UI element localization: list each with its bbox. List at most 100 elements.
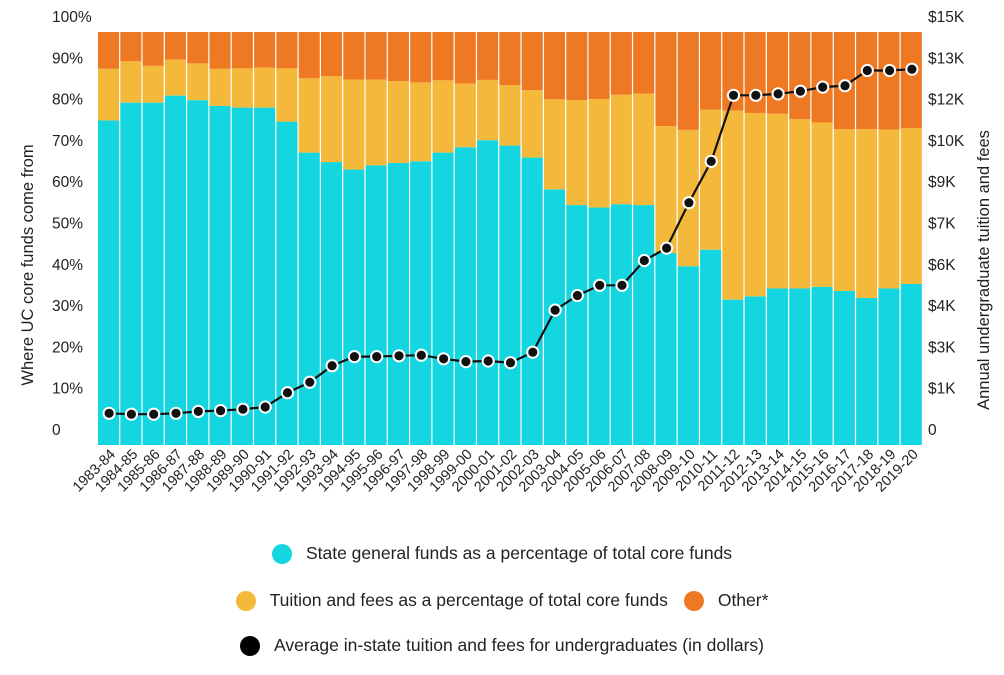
bar-tuition-share-1985-86: [142, 65, 164, 103]
legend-row-2: Tuition and fees as a percentage of tota…: [0, 590, 1004, 611]
bar-other-1999-00: [454, 32, 476, 84]
avg-tuition-point-2007-08: [637, 253, 651, 268]
bar-tuition-share-1991-92: [276, 68, 298, 122]
bar-tuition-share-2010-11: [700, 109, 722, 250]
avg-tuition-point-2001-02: [503, 356, 518, 370]
bar-state-funds-2002-03: [521, 157, 543, 446]
avg-tuition-point-1989-90: [236, 402, 250, 416]
right-tick-label: $15K: [928, 9, 965, 26]
avg-tuition-point-2008-09: [660, 241, 674, 255]
bar-tuition-share-2011-12: [722, 110, 744, 300]
right-axis-title: Annual undergraduate tuition and fees: [975, 130, 993, 410]
bar-tuition-share-2012-13: [744, 112, 766, 297]
bar-state-funds-2014-15: [789, 288, 811, 445]
legend-item-state-funds: State general funds as a percentage of t…: [271, 543, 732, 564]
avg-tuition-point-2018-19: [883, 63, 897, 78]
avg-tuition-point-2010-11: [704, 154, 718, 168]
bar-tuition-share-2017-18: [856, 129, 878, 298]
bar-tuition-share-1989-90: [231, 68, 253, 108]
avg-tuition-point-2013-14: [771, 87, 785, 101]
bar-other-2008-09: [655, 32, 677, 127]
bar-tuition-share-1988-89: [209, 68, 231, 106]
bar-tuition-share-2007-08: [633, 93, 655, 206]
avg-tuition-point-2012-13: [749, 88, 763, 102]
bar-tuition-share-1996-97: [387, 81, 409, 163]
avg-tuition-point-1987-88: [191, 404, 205, 418]
bar-state-funds-1997-98: [410, 161, 432, 445]
bar-state-funds-2017-18: [856, 297, 878, 445]
bar-state-funds-2006-07: [610, 204, 632, 445]
bar-other-1998-99: [432, 32, 454, 81]
bar-state-funds-1989-90: [231, 107, 253, 445]
bar-state-funds-2001-02: [499, 145, 521, 445]
avg-tuition-point-1986-87: [169, 406, 183, 420]
bars-layer: [98, 32, 922, 446]
bar-other-2003-04: [543, 32, 566, 100]
avg-tuition-point-1998-99: [437, 352, 451, 366]
bar-tuition-share-1983-84: [98, 68, 120, 121]
right-tick-label: $12K: [928, 92, 965, 109]
bar-tuition-share-2019-20: [900, 128, 922, 284]
bar-state-funds-1998-99: [432, 152, 454, 445]
bar-state-funds-2007-08: [633, 205, 655, 445]
right-tick-label: $4K: [928, 298, 956, 315]
bar-state-funds-2000-01: [477, 140, 499, 445]
bar-state-funds-2018-19: [878, 288, 900, 445]
bar-other-2015-16: [811, 32, 833, 123]
avg-tuition-point-1988-89: [214, 404, 228, 418]
bar-other-2001-02: [499, 32, 521, 86]
bar-state-funds-1983-84: [98, 120, 120, 445]
bar-other-2000-01: [477, 32, 499, 80]
bar-tuition-share-1994-95: [343, 79, 365, 170]
bar-other-2010-11: [700, 32, 722, 110]
left-tick-label: 70%: [52, 133, 83, 150]
legend-label-avg-tuition: Average in-state tuition and fees for un…: [274, 635, 764, 655]
bar-tuition-share-2005-06: [588, 98, 610, 208]
avg-tuition-point-2015-16: [816, 80, 830, 94]
bar-other-1986-87: [164, 32, 186, 60]
avg-tuition-point-1983-84: [102, 406, 116, 420]
bar-state-funds-2015-16: [811, 286, 833, 445]
bar-state-funds-1984-85: [120, 102, 142, 446]
right-tick-label: $10K: [928, 133, 965, 150]
bar-other-2013-14: [766, 32, 789, 114]
bar-tuition-share-2018-19: [878, 129, 900, 289]
bar-other-1992-93: [298, 32, 320, 79]
bar-state-funds-1994-95: [343, 169, 365, 445]
bar-tuition-share-2003-04: [543, 99, 566, 190]
right-tick-label: $6K: [928, 257, 956, 274]
bar-state-funds-2016-17: [833, 290, 855, 445]
bar-state-funds-1985-86: [142, 102, 164, 446]
bar-tuition-share-1993-94: [320, 76, 343, 163]
left-tick-label: 90%: [52, 50, 83, 67]
left-tick-label: 80%: [52, 92, 83, 109]
bar-other-1989-90: [231, 32, 253, 69]
bar-other-2004-05: [566, 32, 588, 101]
bar-state-funds-2010-11: [700, 249, 722, 445]
bar-state-funds-1992-93: [298, 152, 320, 445]
bar-other-1993-94: [320, 32, 343, 77]
bar-other-2017-18: [856, 32, 878, 130]
left-axis-title: Where UC core funds come from: [19, 144, 37, 385]
bar-other-2006-07: [610, 32, 632, 95]
left-tick-label: 30%: [52, 298, 83, 315]
bar-state-funds-2011-12: [722, 299, 744, 445]
bar-other-1988-89: [209, 32, 231, 69]
bar-tuition-share-2000-01: [477, 79, 499, 141]
bar-other-1995-96: [365, 32, 387, 80]
avg-tuition-point-2006-07: [615, 278, 629, 292]
avg-tuition-point-1984-85: [124, 407, 138, 421]
legend-swatch-state-funds: [271, 543, 292, 564]
bar-tuition-share-2004-05: [566, 100, 588, 206]
bar-other-1987-88: [187, 32, 209, 64]
bar-tuition-share-2008-09: [655, 126, 677, 253]
bar-state-funds-2009-10: [677, 266, 699, 445]
legend-label-tuition-share: Tuition and fees as a percentage of tota…: [269, 590, 668, 610]
left-tick-label: 0: [52, 422, 61, 439]
legend-row-3: Average in-state tuition and fees for un…: [0, 635, 1004, 656]
legend-row-1: State general funds as a percentage of t…: [0, 543, 1004, 564]
avg-tuition-point-2014-15: [793, 84, 808, 98]
bar-tuition-share-2002-03: [521, 90, 543, 158]
bar-state-funds-1995-96: [365, 165, 387, 445]
bar-tuition-share-1990-91: [254, 67, 276, 108]
